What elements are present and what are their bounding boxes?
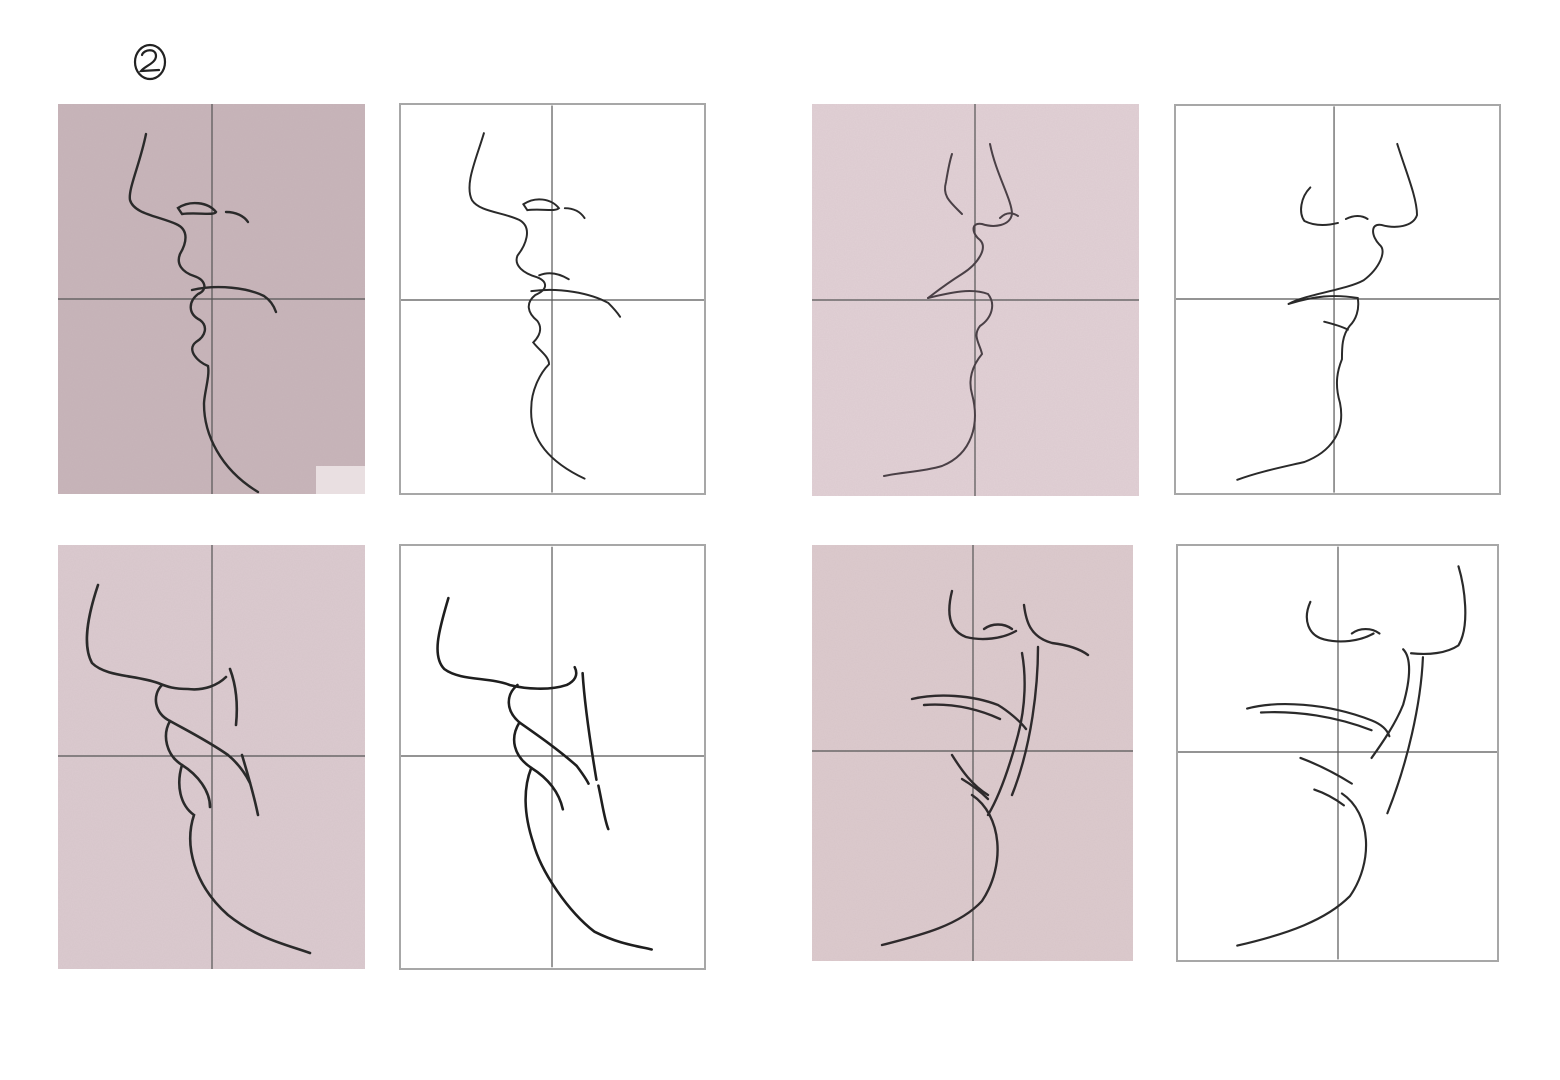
profile-sketch-3: [883, 143, 1019, 477]
profile-sketch-6: [436, 596, 653, 951]
profile-sketch-4: [1236, 142, 1419, 481]
profile-sketch-1: [128, 132, 278, 494]
reference-photo-4: [812, 545, 1133, 961]
profile-sketch-2: [468, 132, 622, 480]
reference-photo-1: [58, 104, 365, 494]
reference-photo-2: [812, 104, 1139, 496]
page-number-mark: [128, 38, 172, 86]
traced-drawing-2: [1174, 104, 1501, 495]
traced-drawing-1: [399, 103, 706, 495]
traced-drawing-4: [1176, 544, 1499, 962]
reference-photo-3: [58, 545, 365, 969]
profile-sketch-8: [1236, 565, 1467, 947]
profile-sketch-7: [880, 589, 1090, 947]
profile-sketch-5: [85, 583, 312, 955]
traced-drawing-3: [399, 544, 706, 970]
